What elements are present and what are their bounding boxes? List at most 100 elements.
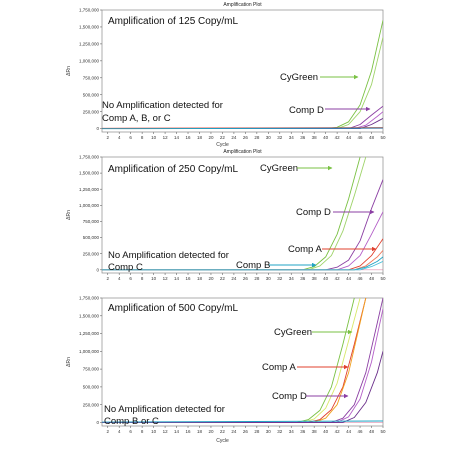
x-tick-label: 12 (163, 429, 169, 434)
no-amplification-note: Comp B or C (104, 416, 159, 427)
callout-label: Comp A (288, 244, 322, 255)
y-tick-label: 1,250,000 (79, 187, 100, 192)
x-tick-label: 10 (151, 135, 157, 140)
y-tick-label: 1,000,000 (79, 58, 100, 63)
x-tick-label: 14 (174, 276, 180, 281)
x-tick-label: 4 (118, 429, 121, 434)
callout-label: Comp D (296, 207, 331, 218)
x-tick-label: 26 (243, 135, 249, 140)
x-tick-label: 18 (197, 135, 203, 140)
y-tick-label: 250,000 (83, 251, 100, 256)
y-tick-label: 1,750,000 (79, 296, 100, 301)
x-tick-label: 28 (254, 276, 260, 281)
x-tick-label: 28 (254, 429, 260, 434)
x-tick-label: 4 (118, 276, 121, 281)
callout-label: CyGreen (274, 327, 312, 338)
callout-label: Comp B (236, 260, 270, 271)
x-tick-label: 42 (335, 135, 341, 140)
series-line-7 (102, 127, 383, 130)
x-tick-label: 46 (358, 276, 364, 281)
plot-area (101, 9, 384, 133)
x-tick-label: 40 (323, 276, 329, 281)
panel-heading: Amplification of 250 Copy/mL (108, 164, 239, 175)
no-amplification-note: Comp A, B, or C (102, 113, 171, 124)
callout-label: Comp D (272, 391, 307, 402)
y-axis-title: ΔRn (66, 66, 72, 76)
y-tick-label: 250,000 (83, 402, 100, 407)
series-line-8 (102, 420, 383, 423)
y-tick-label: 250,000 (83, 109, 100, 114)
x-axis-title: Cycle (216, 142, 229, 148)
x-tick-label: 24 (231, 135, 237, 140)
x-tick-label: 50 (380, 135, 386, 140)
x-tick-label: 16 (186, 429, 192, 434)
x-tick-label: 2 (106, 429, 109, 434)
y-tick-label: 0 (96, 126, 99, 131)
x-tick-label: 22 (220, 276, 226, 281)
x-tick-label: 14 (174, 135, 180, 140)
x-tick-label: 44 (346, 135, 352, 140)
x-tick-label: 20 (208, 135, 214, 140)
x-tick-label: 44 (346, 429, 352, 434)
x-tick-label: 36 (300, 429, 306, 434)
x-tick-label: 4 (118, 135, 121, 140)
x-tick-label: 6 (129, 276, 132, 281)
x-tick-label: 32 (277, 135, 283, 140)
x-tick-label: 38 (312, 135, 318, 140)
x-tick-label: 32 (277, 429, 283, 434)
amplification-panel-2: Amplification Plot 0 250,000 500,000 750,000… (66, 149, 386, 281)
amplification-panel-3: 0 250,000 500,000 750,000 1,000,000 1,250,000… (66, 296, 386, 444)
x-tick-label: 16 (186, 276, 192, 281)
plot-area (101, 297, 384, 427)
y-axis-title: ΔRn (66, 357, 72, 367)
no-amplification-note: No Amplification detected for (104, 404, 225, 415)
y-tick-label: 500,000 (83, 92, 100, 97)
x-tick-label: 30 (266, 276, 272, 281)
y-tick-label: 1,500,000 (79, 25, 100, 30)
x-tick-label: 42 (335, 429, 341, 434)
x-tick-label: 18 (197, 429, 203, 434)
no-amplification-note: Comp C (108, 262, 143, 273)
x-tick-label: 36 (300, 276, 306, 281)
x-tick-label: 8 (141, 429, 144, 434)
x-tick-label: 48 (369, 135, 375, 140)
x-tick-label: 40 (323, 429, 329, 434)
x-tick-label: 50 (380, 429, 386, 434)
x-tick-label: 26 (243, 276, 249, 281)
series-line-8 (102, 260, 383, 271)
x-tick-label: 34 (289, 429, 295, 434)
x-axis-title: Cycle (216, 438, 229, 444)
x-tick-label: 24 (231, 276, 237, 281)
y-tick-label: 1,250,000 (79, 331, 100, 336)
x-tick-label: 16 (186, 135, 192, 140)
x-tick-label: 42 (335, 276, 341, 281)
callout-label: CyGreen (280, 72, 318, 83)
x-tick-label: 2 (106, 135, 109, 140)
y-tick-label: 0 (96, 267, 99, 272)
x-tick-label: 10 (151, 276, 157, 281)
x-tick-label: 6 (129, 135, 132, 140)
callout-label: Comp A (262, 362, 296, 373)
x-tick-label: 44 (346, 276, 352, 281)
y-tick-label: 500,000 (83, 235, 100, 240)
y-tick-label: 750,000 (83, 75, 100, 80)
x-tick-label: 34 (289, 135, 295, 140)
x-tick-label: 20 (208, 429, 214, 434)
series-group (102, 298, 383, 423)
y-tick-label: 1,750,000 (79, 8, 100, 13)
x-tick-label: 8 (141, 135, 144, 140)
x-tick-label: 10 (151, 429, 157, 434)
x-tick-label: 20 (208, 276, 214, 281)
x-tick-label: 22 (220, 135, 226, 140)
y-tick-label: 1,250,000 (79, 41, 100, 46)
plot-area (101, 156, 384, 274)
no-amplification-note: No Amplification detected for (102, 100, 223, 111)
callout-label: CyGreen (260, 163, 298, 174)
x-tick-label: 22 (220, 429, 226, 434)
plot-title: Amplification Plot (223, 149, 262, 155)
x-tick-label: 50 (380, 276, 386, 281)
callout-label: Comp D (289, 105, 324, 116)
y-tick-label: 1,500,000 (79, 171, 100, 176)
x-tick-label: 32 (277, 276, 283, 281)
